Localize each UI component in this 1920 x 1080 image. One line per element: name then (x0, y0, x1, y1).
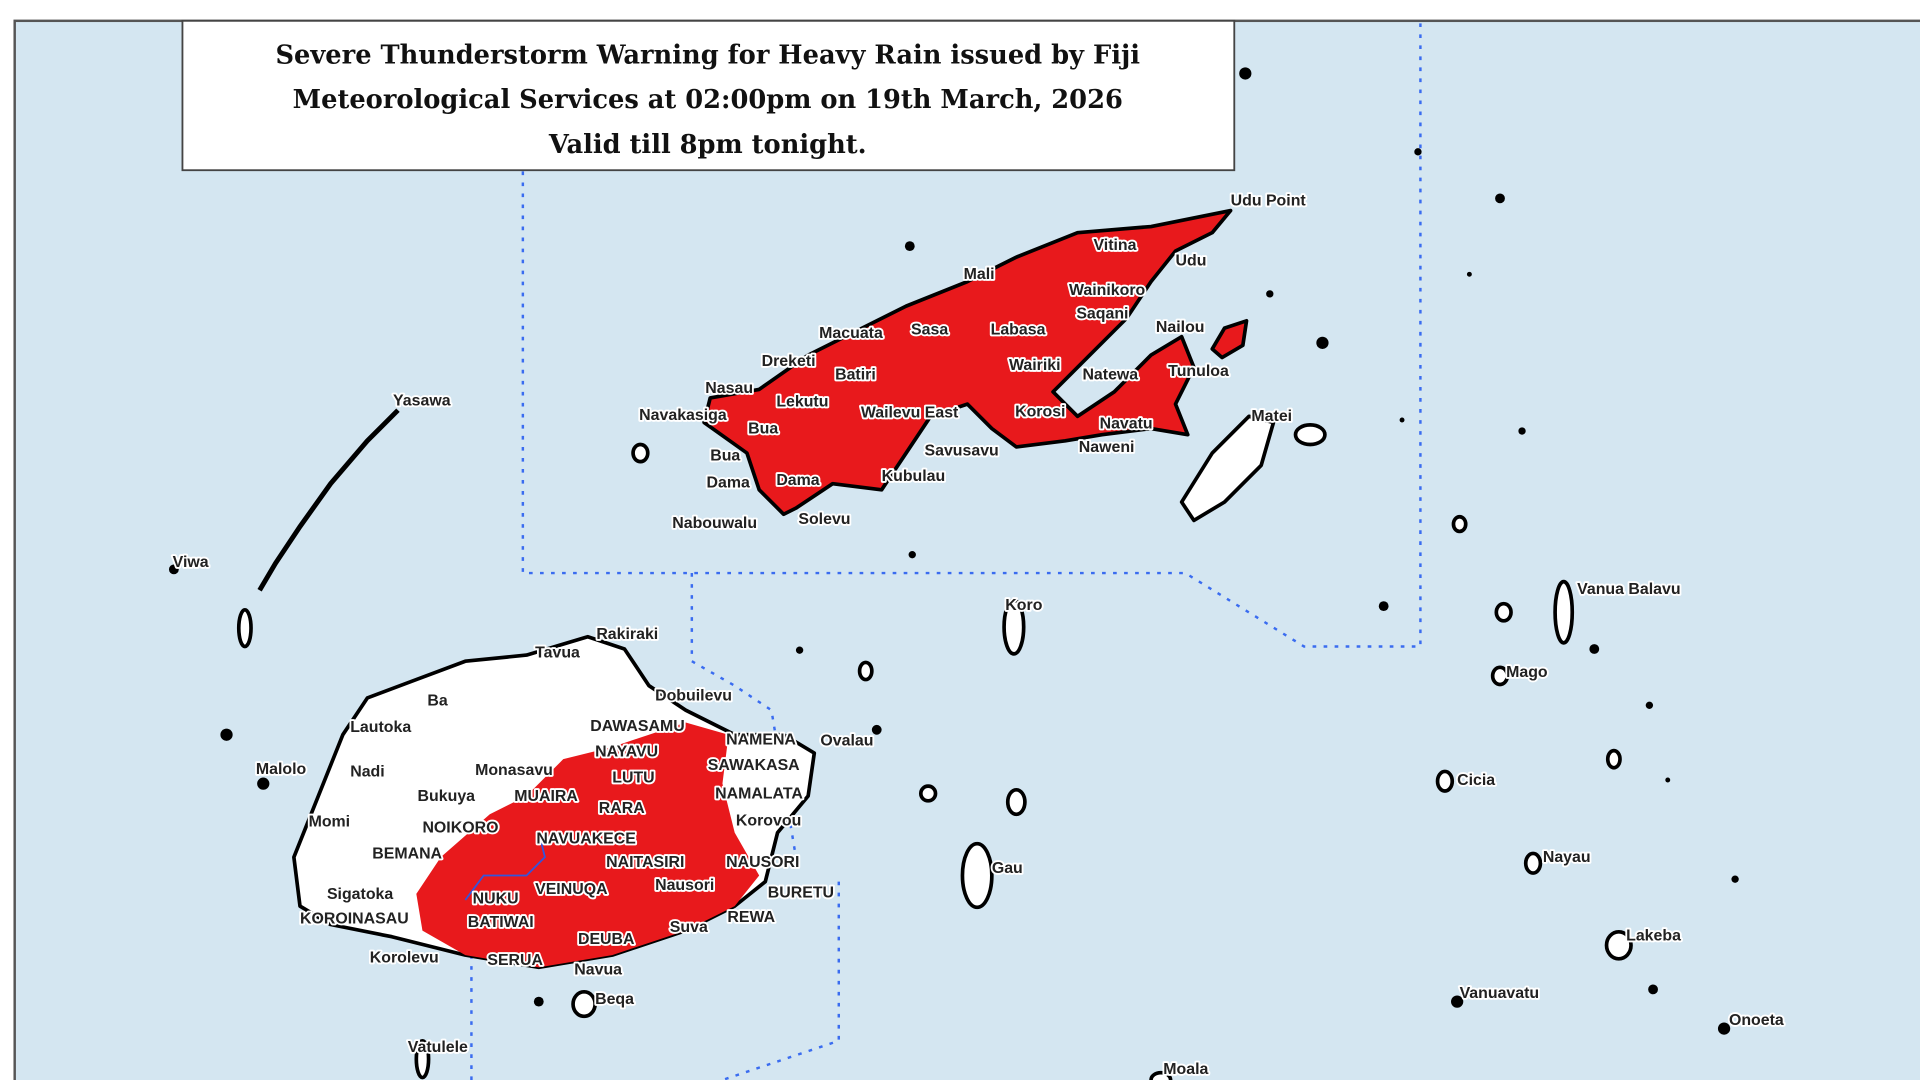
place-label: Udu (1176, 253, 1207, 270)
place-label: Naweni (1079, 439, 1135, 456)
place-labels: Udu Point Vitina Udu Mali Wainikoro Saqani Nai… (171, 191, 1786, 1080)
place-label: Vatulele (408, 1039, 468, 1056)
place-label: Moala (1163, 1061, 1208, 1078)
place-label: Monasavu (475, 762, 553, 779)
place-label: Lautoka (350, 719, 411, 736)
place-label: NOIKORO (422, 820, 498, 837)
place-label: RARA (599, 800, 645, 817)
place-label: Lakeba (1626, 927, 1681, 944)
place-label: NUKU (473, 891, 519, 908)
vanua-levu-island (702, 208, 1233, 517)
place-label: Tavua (535, 645, 580, 662)
place-label: Dama (707, 474, 750, 491)
place-label: Mago (1506, 664, 1548, 681)
place-label: Nailou (1156, 319, 1205, 336)
place-label: Bukuya (418, 788, 476, 805)
place-label: Lekutu (776, 394, 828, 411)
place-label: Matei (1251, 408, 1292, 425)
place-label: DAWASAMU (590, 718, 685, 735)
place-label: Navakasiga (639, 407, 727, 424)
place-label: NAUSORI (726, 854, 799, 871)
place-label: Bua (710, 447, 740, 464)
place-label: LUTU (612, 769, 654, 786)
place-label: Nausori (655, 877, 714, 894)
place-label: Onoeta (1729, 1012, 1784, 1029)
taveuni-island (1179, 414, 1276, 523)
place-label: Yasawa (393, 392, 451, 409)
nailou-island (1210, 318, 1249, 360)
place-label: Wairiki (1009, 357, 1061, 374)
place-label: Korolevu (370, 949, 439, 966)
place-label: MUAIRA (514, 788, 578, 805)
title-line-3: Valid till 8pm tonight. (548, 130, 867, 160)
place-label: Koro (1005, 597, 1042, 614)
place-label: Momi (309, 814, 351, 831)
place-label: Korosi (1015, 403, 1065, 420)
place-label: Mali (964, 266, 995, 283)
place-label: Suva (670, 919, 708, 936)
place-label: BEMANA (372, 845, 442, 862)
place-label: Viwa (173, 554, 209, 571)
place-label: Sasa (911, 321, 948, 338)
place-label: Bua (748, 420, 778, 437)
islands (168, 67, 1739, 1080)
place-label: Dreketi (762, 353, 816, 370)
place-label: Vanua Balavu (1577, 581, 1680, 598)
place-label: Korovou (736, 812, 801, 829)
place-label: Ba (427, 692, 447, 709)
place-label: Sigatoka (327, 886, 393, 903)
place-label: Nasau (705, 380, 753, 397)
place-label: Dobuilevu (655, 687, 732, 704)
place-label: Solevu (798, 511, 850, 528)
place-label: SERUA (487, 952, 543, 969)
title-box: Severe Thunderstorm Warning for Heavy Ra… (181, 19, 1236, 172)
place-label: Beqa (595, 991, 634, 1008)
place-label: Rakiraki (596, 626, 658, 643)
yasawa-group (257, 408, 400, 592)
place-label: Gau (992, 860, 1023, 877)
place-label: NAVUAKECE (536, 831, 636, 848)
place-label: Labasa (991, 321, 1046, 338)
place-label: Nadi (350, 763, 384, 780)
place-label: Natewa (1082, 367, 1138, 384)
place-label: Wainikoro (1069, 282, 1146, 299)
place-label: NAMALATA (715, 785, 803, 802)
place-label: VEINUQA (535, 881, 608, 898)
place-label: Wailevu East (861, 405, 959, 422)
place-label: Batiri (835, 367, 876, 384)
place-label: Ovalau (820, 733, 873, 750)
place-label: Udu Point (1231, 193, 1307, 210)
place-label: DEUBA (578, 931, 635, 948)
place-label: Cicia (1457, 772, 1495, 789)
place-label: Navatu (1100, 416, 1153, 433)
title-line-1: Severe Thunderstorm Warning for Heavy Ra… (275, 41, 1140, 71)
place-label: Nayau (1543, 849, 1591, 866)
place-label: NAYAVU (595, 744, 658, 761)
place-label: Vitina (1093, 237, 1136, 254)
place-label: Malolo (256, 761, 307, 778)
place-label: KOROINASAU (300, 910, 409, 927)
place-label: BATIWAI (468, 914, 534, 931)
place-label: NAMENA (726, 731, 796, 748)
title-line-2: Meteorological Services at 02:00pm on 19… (293, 85, 1123, 115)
place-label: REWA (727, 909, 775, 926)
place-label: Nabouwalu (672, 515, 757, 532)
place-label: Kubulau (882, 468, 946, 485)
place-label: Macuata (819, 325, 883, 342)
warning-area-viti-levu (416, 722, 760, 968)
place-label: Dama (776, 472, 819, 489)
place-label: SAWAKASA (708, 757, 800, 774)
place-label: Tunuloa (1168, 363, 1229, 380)
place-label: Navua (574, 962, 622, 979)
place-label: NAITASIRI (606, 854, 684, 871)
place-label: BURETU (768, 885, 834, 902)
place-label: Vanuavatu (1460, 985, 1540, 1002)
place-label: Saqani (1076, 305, 1128, 322)
place-label: Savusavu (924, 443, 998, 460)
